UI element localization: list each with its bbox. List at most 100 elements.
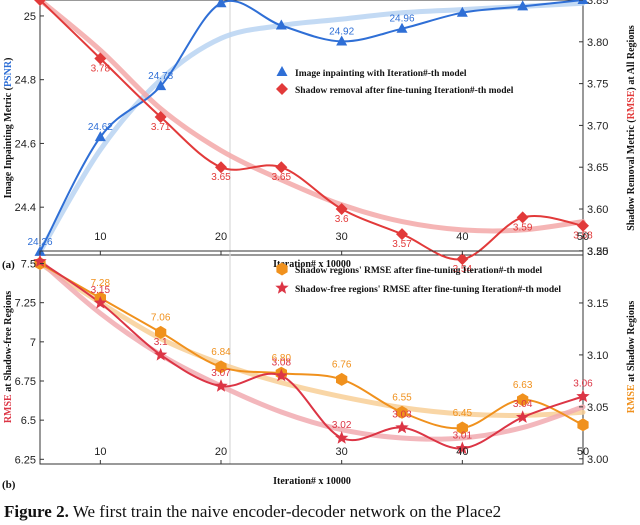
data-labels: 24.26 24.62 24.78 24.92 24.96 3.78 3.71 3.65 3.6… — [27, 14, 593, 275]
series-line — [39, 0, 584, 261]
data-point — [215, 360, 227, 374]
data-point — [336, 35, 348, 46]
right-y-label-post: ) at All Regions — [626, 25, 637, 90]
x-tick-label: 40 — [456, 446, 468, 458]
series-line — [39, 262, 584, 430]
data-label: 24.62 — [88, 122, 113, 133]
data-label: 3.59 — [513, 222, 533, 233]
legend-marker — [276, 83, 288, 95]
data-label: 3.01 — [453, 430, 473, 441]
panel-label: (b) — [2, 479, 16, 491]
data-label: 24.26 — [27, 237, 52, 248]
left-y-ticks: 6.25 6.5 6.75 7 7.25 7.5 — [15, 259, 44, 466]
data-point — [93, 296, 107, 309]
plot-frame — [39, 0, 584, 256]
data-point — [577, 0, 589, 4]
data-label: 3.65 — [211, 172, 231, 183]
data-point — [396, 228, 408, 241]
right-y-tick-label: 3.70 — [587, 120, 608, 132]
left-y-ticks: 24.4 24.6 24.8 25 — [15, 11, 44, 214]
left-y-tick-label: 6.5 — [21, 415, 36, 427]
data-label: 3.08 — [272, 358, 292, 369]
x-axis-label: Iteration# x 10000 — [273, 259, 351, 270]
legend-entry: Shadow regions' RMSE after fine-tuning I… — [295, 266, 543, 276]
x-tick-label: 50 — [577, 231, 589, 243]
figure: 24.26 24.62 24.78 24.92 24.96 3.78 3.71 3.65 3.6… — [2, 0, 637, 491]
right-y-axis-label: RMSE at Shadow Regions — [626, 301, 637, 414]
caption-figure-label: Figure 2. — [4, 502, 69, 521]
left-y-label-metric: PSNR — [3, 60, 14, 87]
data-point — [94, 52, 107, 65]
trend-line — [37, 258, 586, 442]
legend-entry: Image inpainting with Iteration#-th mode… — [295, 69, 467, 79]
chart-panel-a: 24.26 24.62 24.78 24.92 24.96 3.78 3.71 3.65 3.6… — [2, 0, 637, 275]
right-y-label-pre: Shadow Removal Metric ( — [626, 119, 637, 231]
data-point — [33, 254, 47, 268]
data-point — [274, 368, 288, 382]
data-point — [215, 0, 227, 8]
left-y-label-post: ) — [3, 58, 14, 61]
data-labels: 7.28 7.06 6.84 6.80 6.76 6.55 6.45 6.63 3.15 3.1 3… — [91, 278, 594, 441]
left-y-tick-label: 6.75 — [15, 376, 36, 388]
data-point — [456, 6, 468, 17]
data-label: 3.1 — [154, 337, 168, 348]
series-lines — [39, 0, 584, 261]
data-point — [335, 431, 349, 444]
data-label: 7.28 — [91, 278, 111, 289]
data-point — [516, 410, 530, 423]
right-y-tick-label: 3.55 — [587, 246, 608, 258]
data-point — [336, 372, 348, 386]
trend-line — [37, 0, 586, 234]
data-label: 6.80 — [272, 353, 292, 364]
data-label: 7.06 — [151, 312, 171, 323]
left-y-tick-label: 7.5 — [21, 259, 36, 271]
x-ticks: 10 20 30 40 50 — [94, 446, 589, 464]
left-y-tick-label: 24.6 — [15, 138, 36, 150]
left-y-label-metric: RMSE — [3, 394, 14, 423]
data-point — [395, 420, 409, 434]
right-y-tick-label: 3.60 — [587, 204, 608, 216]
data-label: 3.03 — [392, 410, 412, 421]
data-label: 6.76 — [332, 359, 352, 370]
data-label: 3.54 — [453, 264, 473, 275]
legend-marker — [276, 262, 288, 276]
x-tick-label: 40 — [456, 231, 468, 243]
left-y-tick-label: 24.8 — [15, 75, 36, 87]
right-y-label-post: at Shadow Regions — [626, 301, 637, 385]
caption-text: We first train the naive encoder-decoder… — [72, 502, 502, 521]
left-y-tick-label: 24.4 — [15, 202, 36, 214]
x-tick-label: 20 — [215, 446, 227, 458]
right-y-ticks: 3.00 3.05 3.10 3.15 3.20 — [579, 246, 608, 466]
legend-marker — [276, 66, 288, 76]
data-point — [275, 19, 287, 30]
x-tick-label: 30 — [336, 446, 348, 458]
legend: Image inpainting with Iteration#-th mode… — [276, 66, 514, 96]
data-point — [576, 389, 590, 403]
data-point — [455, 441, 469, 455]
data-point — [155, 325, 167, 339]
right-y-tick-label: 3.80 — [587, 37, 608, 49]
right-y-tick-label: 3.85 — [587, 0, 608, 7]
data-label: 3.58 — [573, 231, 593, 242]
left-y-axis-label: RMSE at Shadow-free Regions — [3, 291, 14, 423]
right-y-tick-label: 3.10 — [587, 350, 608, 362]
figure-caption: Figure 2. We first train the naive encod… — [4, 502, 640, 522]
data-point — [335, 203, 348, 216]
x-tick-label: 20 — [215, 231, 227, 243]
data-label: 24.92 — [329, 26, 354, 37]
series-line — [39, 0, 584, 253]
data-point — [456, 421, 468, 435]
data-point — [456, 253, 469, 266]
legend-entry: Shadow-free regions' RMSE after fine-tun… — [295, 285, 561, 295]
legend-entry: Shadow removal after fine-tuning Iterati… — [295, 86, 514, 96]
x-ticks: 10 20 30 40 50 — [94, 231, 589, 255]
data-point — [154, 111, 167, 124]
data-label: 3.04 — [513, 399, 533, 410]
data-point — [155, 80, 167, 91]
data-point — [396, 405, 408, 419]
data-point — [577, 418, 589, 432]
right-y-tick-label: 3.00 — [587, 454, 608, 466]
data-point — [275, 161, 288, 174]
data-label: 6.45 — [453, 408, 473, 419]
x-tick-label: 50 — [577, 446, 589, 458]
